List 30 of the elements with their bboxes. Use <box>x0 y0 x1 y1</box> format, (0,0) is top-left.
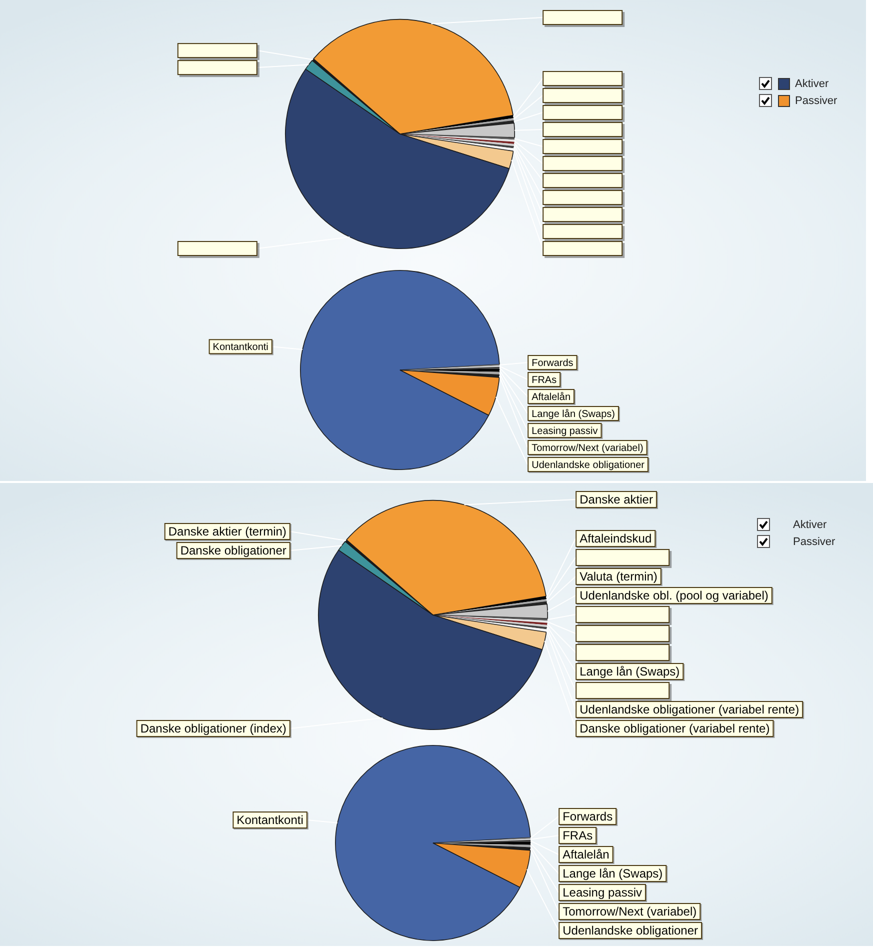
slice-label: Danske obligationer (variabel rente) <box>580 721 770 736</box>
slice-label: Udenlandske obligationer <box>562 923 698 938</box>
slice-label: FRAs <box>562 828 593 842</box>
slice-label: Passiver <box>795 94 838 106</box>
slice-label: Leasing passiv <box>562 885 642 900</box>
slice-label: Tomorrow/Next (variabel) <box>532 442 644 454</box>
slice-label: Lange lån (Swaps) <box>562 866 663 880</box>
legend-label: Aktiver <box>793 518 827 530</box>
slice-label: Kontantkonti <box>212 342 268 353</box>
slice-label: Lange lån (Swaps) <box>532 408 615 420</box>
slice-label: Aftaleindskud <box>580 531 652 546</box>
slice-label: Danske obligationer (index) <box>140 721 286 736</box>
slice-label: Forwards <box>562 809 613 824</box>
slice-label: FRAs <box>532 374 557 386</box>
slice-label: Passiver <box>793 536 836 548</box>
slice-label: Danske obligationer <box>180 543 286 558</box>
slice-label: Udenlandske obligationer <box>532 460 646 471</box>
slice-label: Lange lån (Swaps) <box>580 664 680 678</box>
slice-label: Danske aktier <box>580 492 653 506</box>
slice-label: Danske aktier (termin) <box>168 524 286 538</box>
slice-label: Aftalelån <box>532 390 571 403</box>
legend-label: Aktiver <box>795 78 829 90</box>
slice-label: Valuta (termin) <box>580 569 658 584</box>
slice-label: Forwards <box>532 358 574 369</box>
slice-label: Leasing passiv <box>532 426 598 437</box>
slice-label: Udenlandske obligationer (variabel rente) <box>580 702 800 716</box>
slice-label: Tomorrow/Next (variabel) <box>562 904 697 918</box>
slice-label: Udenlandske obl. (pool og variabel) <box>580 588 768 602</box>
slice-label: Aftalelån <box>562 847 610 862</box>
slice-label: Kontantkonti <box>236 812 304 827</box>
